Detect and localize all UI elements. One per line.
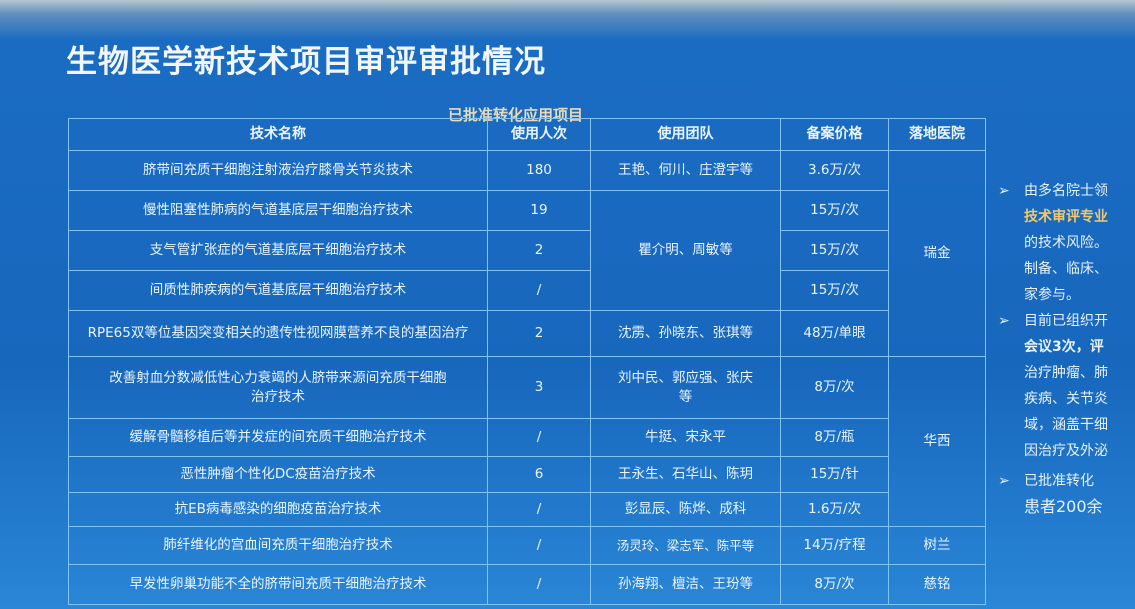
table-row: 缓解骨髓移植后等并发症的间充质干细胞治疗技术 / 牛挺、宋永平 8万/瓶 xyxy=(68,418,986,457)
bullet-line: 域，涵盖干细 xyxy=(1024,417,1108,433)
tech-name: 支气管扩张症的气道基底层干细胞治疗技术 xyxy=(68,230,488,271)
table-row: 间质性肺疾病的气道基底层干细胞治疗技术 / 15万/次 xyxy=(68,270,986,311)
count: / xyxy=(487,492,591,527)
count: 19 xyxy=(487,190,591,231)
count: / xyxy=(487,526,591,565)
team: 汤灵玲、梁志军、陈平等 xyxy=(590,526,781,565)
table-row: RPE65双等位基因突变相关的遗传性视网膜营养不良的基因治疗 2 沈雳、孙晓东、… xyxy=(68,310,986,357)
team: 彭显辰、陈烨、成科 xyxy=(590,492,781,527)
arrow-bullet-icon: ➢ xyxy=(998,183,1010,199)
price: 15万/针 xyxy=(780,456,889,493)
bullet-line: 治疗肿瘤、肺 xyxy=(1024,365,1108,381)
count: / xyxy=(487,418,591,457)
table-row: 改善射血分数减低性心力衰竭的人脐带来源间充质干细胞治疗技术 3 刘中民、郭应强、… xyxy=(68,356,986,527)
team: 瞿介明、周敏等 xyxy=(590,190,781,311)
tech-name: 早发性卵巢功能不全的脐带间充质干细胞治疗技术 xyxy=(68,564,488,605)
price: 14万/疗程 xyxy=(780,526,889,565)
bullet-line: 家参与。 xyxy=(1024,287,1080,303)
team: 王艳、何川、庄澄宇等 xyxy=(590,150,781,191)
hospital: 慈铭 xyxy=(888,564,986,605)
bullet-line: 因治疗及外泌 xyxy=(1024,443,1108,459)
tech-name: 恶性肿瘤个性化DC疫苗治疗技术 xyxy=(68,456,488,493)
hospital: 瑞金 xyxy=(888,150,986,357)
bullet-line: 由多名院士领 xyxy=(1024,183,1108,199)
bullet-line: 技术审评专业 xyxy=(1024,209,1108,225)
team: 孙海翔、檀洁、王玢等 xyxy=(590,564,781,605)
tech-name: 改善射血分数减低性心力衰竭的人脐带来源间充质干细胞治疗技术 xyxy=(68,356,488,419)
bullet-line: 目前已组织开 xyxy=(1024,313,1108,329)
price: 48万/单眼 xyxy=(780,310,889,357)
team: 牛挺、宋永平 xyxy=(590,418,781,457)
table-row: 肺纤维化的宫血间充质干细胞治疗技术 / 汤灵玲、梁志军、陈平等 14万/疗程 树… xyxy=(68,526,986,565)
right-text-panel: ➢ 由多名院士领 技术审评专业 的技术风险。 制备、临床、 家参与。 ➢ 目前已… xyxy=(998,178,1135,521)
count: 180 xyxy=(487,150,591,191)
approved-projects-table: 技术名称 使用人次 使用团队 备案价格 落地医院 脐带间充质干细胞注射液治疗膝骨… xyxy=(68,118,986,605)
tech-name: 肺纤维化的宫血间充质干细胞治疗技术 xyxy=(68,526,488,565)
table-row: 慢性阻塞性肺病的气道基底层干细胞治疗技术 19 瞿介明、周敏等 15万/次 xyxy=(68,190,986,311)
bullet-item: ➢ 已批准转化 患者200余 xyxy=(998,468,1135,521)
count: 2 xyxy=(487,310,591,357)
tech-name: 慢性阻塞性肺病的气道基底层干细胞治疗技术 xyxy=(68,190,488,231)
table-row: 早发性卵巢功能不全的脐带间充质干细胞治疗技术 / 孙海翔、檀洁、王玢等 8万/次… xyxy=(68,564,986,605)
tech-name: 间质性肺疾病的气道基底层干细胞治疗技术 xyxy=(68,270,488,311)
bullet-item: ➢ 目前已组织开 会议3次，评 治疗肿瘤、肺 疾病、关节炎 域，涵盖干细 因治疗… xyxy=(998,308,1135,464)
header-tech-name: 技术名称 xyxy=(68,118,488,151)
bullet-line: 疾病、关节炎 xyxy=(1024,391,1108,407)
price: 15万/次 xyxy=(780,230,889,271)
bullet-line: 会议3次，评 xyxy=(1024,339,1104,355)
count: / xyxy=(487,270,591,311)
table-header-row: 技术名称 使用人次 使用团队 备案价格 落地医院 xyxy=(68,118,986,151)
price: 8万/次 xyxy=(780,356,889,419)
arrow-bullet-icon: ➢ xyxy=(998,473,1010,489)
arrow-bullet-icon: ➢ xyxy=(998,313,1010,329)
bullet-item: ➢ 由多名院士领 技术审评专业 的技术风险。 制备、临床、 家参与。 xyxy=(998,178,1135,308)
header-count: 使用人次 xyxy=(487,118,591,151)
bullet-line: 的技术风险。 xyxy=(1024,235,1108,251)
table-row: 脐带间充质干细胞注射液治疗膝骨关节炎技术 180 王艳、何川、庄澄宇等 3.6万… xyxy=(68,150,986,357)
bullet-line: 患者200余 xyxy=(1024,497,1103,516)
price: 8万/次 xyxy=(780,564,889,605)
count: / xyxy=(487,564,591,605)
header-hospital: 落地医院 xyxy=(888,118,986,151)
hospital: 树兰 xyxy=(888,526,986,565)
tech-name: RPE65双等位基因突变相关的遗传性视网膜营养不良的基因治疗 xyxy=(68,310,488,357)
tech-name: 脐带间充质干细胞注射液治疗膝骨关节炎技术 xyxy=(68,150,488,191)
table-row: 支气管扩张症的气道基底层干细胞治疗技术 2 15万/次 xyxy=(68,230,986,271)
count: 6 xyxy=(487,456,591,493)
team: 沈雳、孙晓东、张琪等 xyxy=(590,310,781,357)
tech-name: 缓解骨髓移植后等并发症的间充质干细胞治疗技术 xyxy=(68,418,488,457)
header-price: 备案价格 xyxy=(780,118,889,151)
hospital: 华西 xyxy=(888,356,986,527)
price: 15万/次 xyxy=(780,270,889,311)
bullet-line: 制备、临床、 xyxy=(1024,261,1108,277)
price: 1.6万/次 xyxy=(780,492,889,527)
slide-title: 生物医学新技术项目审评审批情况 xyxy=(66,44,546,80)
table-row: 抗EB病毒感染的细胞疫苗治疗技术 / 彭显辰、陈烨、成科 1.6万/次 xyxy=(68,492,986,527)
price: 8万/瓶 xyxy=(780,418,889,457)
count: 2 xyxy=(487,230,591,271)
header-team: 使用团队 xyxy=(590,118,781,151)
count: 3 xyxy=(487,356,591,419)
table-row: 恶性肿瘤个性化DC疫苗治疗技术 6 王永生、石华山、陈玥 15万/针 xyxy=(68,456,986,493)
tech-name: 抗EB病毒感染的细胞疫苗治疗技术 xyxy=(68,492,488,527)
price: 15万/次 xyxy=(780,190,889,231)
bullet-line: 已批准转化 xyxy=(1024,473,1094,489)
team: 王永生、石华山、陈玥 xyxy=(590,456,781,493)
price: 3.6万/次 xyxy=(780,150,889,191)
team: 刘中民、郭应强、张庆等 xyxy=(590,356,781,419)
